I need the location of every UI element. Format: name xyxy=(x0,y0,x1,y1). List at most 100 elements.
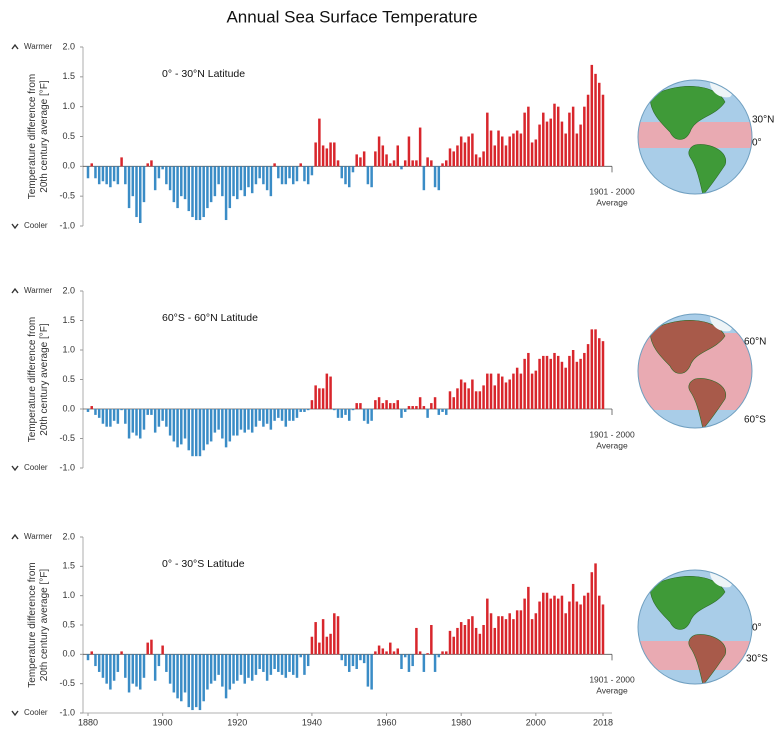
bar xyxy=(250,409,254,433)
bar xyxy=(86,409,90,412)
bar xyxy=(265,166,269,191)
bar xyxy=(545,592,549,655)
bar xyxy=(553,595,556,655)
x-tick-label: 1940 xyxy=(302,717,322,727)
bar xyxy=(579,604,582,655)
bar xyxy=(254,654,258,675)
bar xyxy=(131,654,135,684)
bar xyxy=(463,142,467,167)
x-tick-label: 2000 xyxy=(526,717,546,727)
bar xyxy=(250,166,254,194)
bar xyxy=(530,373,534,409)
bar xyxy=(187,166,191,212)
bar xyxy=(374,151,377,167)
bar xyxy=(336,160,340,167)
bar xyxy=(493,385,497,409)
bar xyxy=(463,625,467,655)
bar xyxy=(601,604,605,655)
bar xyxy=(471,133,474,167)
bar xyxy=(236,654,239,681)
bar xyxy=(400,166,403,170)
bar xyxy=(209,409,213,442)
bar xyxy=(549,118,553,167)
bar xyxy=(489,130,493,167)
bar xyxy=(109,166,112,188)
bar xyxy=(500,376,504,409)
bar xyxy=(340,654,344,661)
panel-subtitle: 0° - 30°S Latitude xyxy=(162,558,245,570)
bar xyxy=(138,409,142,439)
bar xyxy=(284,654,288,678)
bar xyxy=(590,572,594,655)
bar xyxy=(124,166,127,185)
y-tick-label: 2.0 xyxy=(62,285,75,295)
bar xyxy=(456,627,459,655)
bar xyxy=(508,136,511,167)
cooler-caret xyxy=(11,710,19,717)
bar xyxy=(150,160,153,167)
bar xyxy=(243,409,246,433)
bar xyxy=(445,160,448,167)
baseline-label: Average xyxy=(596,440,628,450)
bar xyxy=(112,166,116,182)
bar xyxy=(288,409,291,421)
bar xyxy=(355,654,358,669)
bar xyxy=(542,592,545,655)
bar xyxy=(407,654,411,672)
bar xyxy=(116,409,120,424)
bar xyxy=(176,409,179,448)
bar xyxy=(146,642,149,655)
bar xyxy=(295,409,299,418)
bar xyxy=(187,409,191,451)
y-tick-label: 1.0 xyxy=(62,590,75,600)
bar xyxy=(224,166,228,221)
bar xyxy=(527,106,530,167)
bar xyxy=(448,630,452,655)
bar xyxy=(265,409,269,424)
bar xyxy=(571,350,575,409)
bar xyxy=(430,160,433,167)
bar xyxy=(191,654,194,711)
y-tick-label: -1.0 xyxy=(59,707,75,717)
bar xyxy=(277,654,280,672)
panel-subtitle: 60°S - 60°N Latitude xyxy=(162,312,258,324)
bar xyxy=(232,409,235,436)
bar xyxy=(236,166,239,200)
bar xyxy=(486,598,489,655)
bar xyxy=(586,344,590,409)
y-axis-label-line: 20th century average [°F] xyxy=(39,323,50,436)
x-tick-label: 1960 xyxy=(377,717,397,727)
bar xyxy=(292,654,295,675)
bar xyxy=(284,409,288,427)
bar xyxy=(105,654,108,684)
bar xyxy=(153,654,157,681)
bar xyxy=(351,409,355,411)
bar xyxy=(180,409,183,445)
bar xyxy=(426,409,429,418)
bar xyxy=(232,166,235,197)
bar xyxy=(280,166,284,185)
bar xyxy=(161,645,164,655)
cooler-caret xyxy=(11,223,19,230)
bar xyxy=(556,106,560,167)
bar xyxy=(400,654,403,669)
bar xyxy=(422,654,426,672)
bar xyxy=(277,166,280,179)
bar xyxy=(224,654,228,699)
bar xyxy=(116,166,120,185)
bar xyxy=(120,651,123,655)
bar xyxy=(262,166,265,185)
bar xyxy=(329,142,332,167)
bar xyxy=(273,163,276,167)
bar xyxy=(90,651,93,655)
y-tick-label: 0.0 xyxy=(62,161,75,171)
bar xyxy=(310,636,314,655)
bar xyxy=(236,409,239,436)
bar xyxy=(224,409,228,448)
bar xyxy=(120,157,123,167)
bar xyxy=(586,94,590,167)
bar xyxy=(146,163,149,167)
bar xyxy=(478,633,482,655)
globe-label: 60°S xyxy=(744,415,766,426)
bar xyxy=(486,112,489,167)
